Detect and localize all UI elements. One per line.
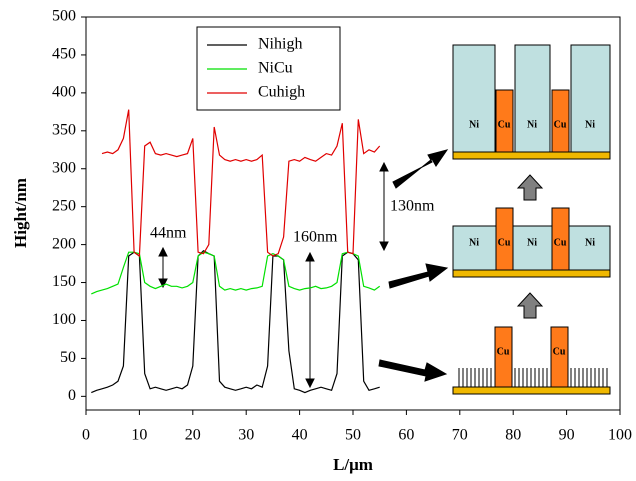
x-tick-label: 30: [238, 427, 254, 444]
annotation: 160nm: [293, 229, 338, 246]
y-tick-label: 100: [52, 311, 76, 328]
x-tick-label: 50: [345, 427, 361, 444]
ni-label: Ni: [585, 119, 595, 130]
cu-label: Cu: [497, 346, 510, 357]
series-line: [101, 109, 381, 258]
x-tick-label: 40: [292, 427, 308, 444]
y-axis-label: Hight/nm: [11, 178, 30, 248]
series-line: [91, 251, 381, 295]
legend-label: Nihigh: [258, 36, 302, 53]
x-tick-label: 0: [82, 427, 90, 444]
y-tick-label: 50: [60, 349, 76, 366]
cu-label: Cu: [553, 346, 566, 357]
ni-label: Ni: [527, 119, 537, 130]
x-tick-label: 90: [559, 427, 575, 444]
cu-label: Cu: [554, 237, 567, 248]
y-tick-label: 500: [52, 8, 76, 25]
x-tick-label: 70: [452, 427, 468, 444]
y-tick-label: 400: [52, 84, 76, 101]
y-tick-label: 300: [52, 159, 76, 176]
legend-label: NiCu: [258, 60, 293, 77]
annotation: 44nm: [150, 225, 187, 242]
ni-label: Ni: [527, 237, 537, 248]
x-axis-label: L/μm: [333, 455, 373, 474]
y-tick-label: 200: [52, 235, 76, 252]
schematic: [452, 44, 611, 395]
legend-label: Cuhigh: [258, 84, 305, 101]
annotation: 130nm: [390, 198, 435, 215]
y-tick-label: 250: [52, 197, 76, 214]
y-tick-label: 450: [52, 46, 76, 63]
y-tick-label: 0: [68, 387, 76, 404]
x-tick-label: 80: [505, 427, 521, 444]
series-line: [91, 249, 380, 394]
x-tick-label: 20: [185, 427, 201, 444]
cu-label: Cu: [498, 119, 511, 130]
cu-label: Cu: [554, 119, 567, 130]
y-tick-label: 350: [52, 121, 76, 138]
y-tick-label: 150: [52, 273, 76, 290]
x-tick-label: 100: [608, 427, 632, 444]
annotation-arrows: [158, 149, 449, 389]
x-tick-label: 10: [131, 427, 147, 444]
ni-label: Ni: [469, 119, 479, 130]
ni-label: Ni: [469, 237, 479, 248]
cu-label: Cu: [498, 237, 511, 248]
ni-label: Ni: [585, 237, 595, 248]
x-tick-label: 60: [398, 427, 414, 444]
